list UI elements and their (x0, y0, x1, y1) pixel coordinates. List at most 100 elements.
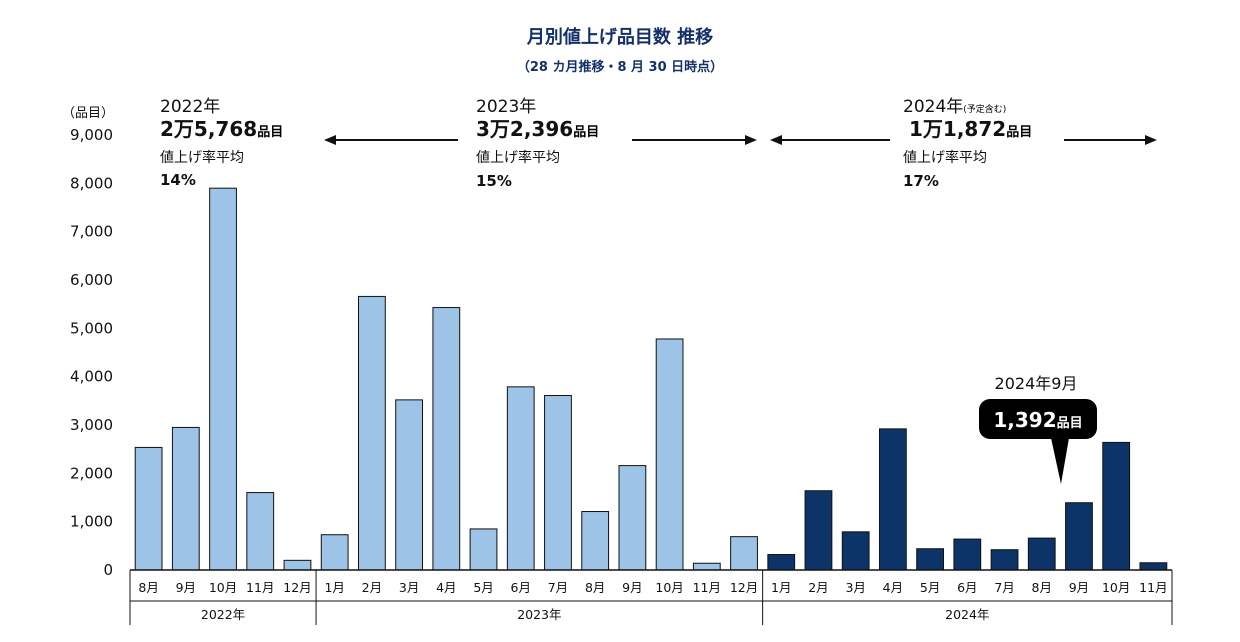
bar (692, 562, 721, 571)
bar (1027, 537, 1056, 571)
x-tick-label: 4月 (883, 580, 903, 595)
bar (841, 531, 870, 571)
annotation-2024-total: 1万1,872品目 (909, 117, 1032, 141)
callout-2024-09: 2024年9月 1,392品目 (979, 374, 1097, 484)
callout-label: 2024年9月 (995, 374, 1078, 393)
chart-subtitle: （28 カ月推移・8 月 30 日時点） (517, 59, 723, 75)
x-tick-label: 10月 (1102, 580, 1130, 595)
y-tick-label: 6,000 (70, 271, 113, 289)
x-tick-label: 12月 (730, 580, 758, 595)
arrow-2022 (324, 135, 458, 145)
bar (209, 187, 237, 571)
bar (358, 295, 386, 571)
x-tick-label: 10月 (209, 580, 237, 595)
annotation-2024-total-num: 1万1,872 (909, 117, 1006, 141)
annotation-2023-total: 3万2,396品目 (476, 117, 599, 141)
y-tick-label: 2,000 (70, 464, 113, 482)
arrow-2024-left (770, 135, 890, 145)
annotation-2024-total-unit: 品目 (1006, 125, 1032, 140)
bar (171, 426, 200, 571)
annotation-2023-total-unit: 品目 (573, 125, 599, 140)
callout-value-unit: 品目 (1057, 416, 1083, 431)
bar (730, 536, 758, 571)
annotation-2022-total: 2万5,768品目 (160, 117, 283, 141)
y-tick-label: 5,000 (70, 319, 113, 337)
y-tick-label: 3,000 (70, 416, 113, 434)
x-tick-label: 6月 (511, 580, 531, 595)
arrow-2023 (632, 135, 757, 145)
bar (395, 399, 423, 571)
bar (1102, 441, 1131, 571)
annotation-2024-label: 値上げ率平均 (903, 149, 987, 166)
annotation-2022-label: 値上げ率平均 (160, 149, 244, 166)
bar (134, 446, 163, 571)
x-tick-label: 4月 (436, 580, 456, 595)
bars (134, 187, 1168, 571)
annotation-2024-year-text: 2024年 (903, 97, 963, 117)
x-tick-label: 5月 (920, 580, 940, 595)
y-tick-label: 4,000 (70, 368, 113, 386)
x-tick-label: 12月 (283, 580, 311, 595)
x-tick-label: 6月 (957, 580, 977, 595)
annotation-2024-rate: 17% (903, 172, 939, 190)
annotation-2023-total-num: 3万2,396 (476, 117, 573, 141)
annotation-2022-total-unit: 品目 (257, 125, 283, 140)
x-tick-label: 9月 (622, 580, 642, 595)
bar (283, 559, 312, 571)
y-tick-label: 0 (103, 561, 113, 579)
year-group-label: 2024年 (945, 607, 989, 622)
bar (804, 490, 833, 571)
annotation-2022-total-num: 2万5,768 (160, 117, 257, 141)
bar (990, 549, 1019, 571)
y-axis-unit: （品目） (62, 106, 114, 121)
annotation-2024: 2024年(予定含む) 1万1,872品目 値上げ率平均 17% (903, 97, 1032, 190)
x-tick-label: 9月 (1069, 580, 1089, 595)
y-tick-label: 8,000 (70, 174, 113, 192)
annotation-2022-rate: 14% (160, 171, 196, 189)
callout-bubble (979, 399, 1097, 439)
x-axis: 8月 9月 10月 11月 12月 2022年 1月 2月 3月 4月 5月 6月 7月 8月 9月 10月 1… (129, 569, 1173, 625)
x-tick-label: 9月 (176, 580, 196, 595)
year-group-label: 2022年 (201, 607, 245, 622)
annotation-2023-year: 2023年 (476, 97, 536, 117)
bar (1065, 502, 1093, 571)
x-tick-label: 2月 (362, 580, 382, 595)
arrow-2024-right (1064, 135, 1157, 145)
callout-pointer (1051, 438, 1069, 484)
bar (246, 492, 275, 571)
x-tick-label: 11月 (1139, 580, 1167, 595)
y-tick-label: 1,000 (70, 513, 113, 531)
year-group-label: 2023年 (517, 607, 561, 622)
x-tick-label: 10月 (655, 580, 683, 595)
bar (581, 511, 610, 571)
annotation-2023-label: 値上げ率平均 (476, 149, 560, 166)
bar (506, 386, 535, 571)
x-tick-label: 8月 (585, 580, 605, 595)
annotation-2023: 2023年 3万2,396品目 値上げ率平均 15% (476, 97, 599, 190)
y-axis: 0 1,000 2,000 3,000 4,000 5,000 6,000 7,000 8,00… (70, 126, 113, 579)
callout-value-num: 1,392 (993, 408, 1056, 432)
bar (916, 548, 945, 571)
x-tick-label: 3月 (399, 580, 419, 595)
annotation-2022-year: 2022年 (160, 97, 220, 117)
bar (544, 395, 572, 571)
bar (1139, 562, 1168, 571)
x-tick-label: 8月 (1032, 580, 1052, 595)
bar (320, 534, 349, 571)
x-tick-label: 11月 (246, 580, 274, 595)
bar (655, 338, 684, 571)
x-tick-label: 2月 (808, 580, 828, 595)
x-tick-label: 7月 (994, 580, 1014, 595)
annotation-2022: 2022年 2万5,768品目 値上げ率平均 14% (160, 97, 283, 189)
x-tick-label: 8月 (138, 580, 158, 595)
x-tick-label: 1月 (771, 580, 791, 595)
annotation-2024-note: (予定含む) (963, 103, 1006, 115)
bar (469, 528, 498, 571)
bar (618, 465, 647, 571)
bar (879, 428, 907, 571)
x-tick-label: 5月 (473, 580, 493, 595)
bar (432, 307, 461, 571)
bar (767, 554, 796, 571)
x-tick-label: 7月 (548, 580, 568, 595)
